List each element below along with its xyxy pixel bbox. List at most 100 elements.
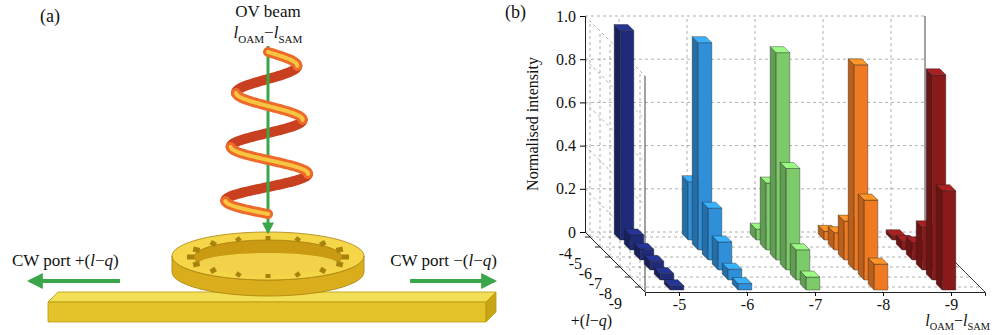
tick-mark <box>625 277 630 278</box>
tick: 0.8 <box>556 51 585 68</box>
frame-edge <box>925 16 926 232</box>
ring-teeth <box>187 236 349 278</box>
bar-side <box>916 221 922 270</box>
bar-top <box>770 47 790 53</box>
beam-mode: lOAM−lSAM <box>234 23 303 45</box>
depth-axis: -5-6-7-8-9 <box>646 292 986 313</box>
tick: -8 <box>877 292 890 313</box>
bar-top <box>644 255 664 261</box>
bar-front <box>806 277 820 290</box>
helix-front <box>231 147 308 174</box>
bar-top <box>654 268 674 274</box>
text-part: +( <box>571 312 585 330</box>
helix-front <box>225 201 268 214</box>
bar-top <box>886 230 906 236</box>
bar-top <box>702 202 722 208</box>
waveguide-front <box>48 302 486 322</box>
grid <box>585 16 980 292</box>
tick-mark <box>595 247 600 248</box>
text-part: ) <box>607 312 612 330</box>
text-part: − <box>954 312 963 329</box>
bar-top <box>722 263 742 269</box>
bar-side <box>848 59 854 270</box>
ring-tooth <box>336 249 342 251</box>
tick-label: 0.6 <box>556 94 576 111</box>
text-part: CW port +( <box>12 251 91 270</box>
tick-mark <box>635 287 640 288</box>
tick-label: 0.8 <box>556 51 576 68</box>
ring-tooth <box>342 255 349 260</box>
tick-mark <box>580 146 585 147</box>
bar-front <box>620 30 634 240</box>
bar <box>664 280 684 290</box>
bar-top <box>732 278 752 284</box>
helix-front-core <box>225 201 268 214</box>
text-part: SAM <box>967 321 990 332</box>
helix <box>225 52 308 214</box>
helix-front-core <box>236 93 303 120</box>
bar-top <box>780 162 800 168</box>
port-arrow <box>30 279 120 283</box>
bar-front <box>670 286 684 290</box>
axis-line <box>580 17 586 233</box>
ring-tooth <box>320 242 325 245</box>
port-arrow <box>410 279 494 283</box>
ring-tooth <box>296 238 299 242</box>
bar-top <box>848 59 868 65</box>
bar-top <box>926 69 946 75</box>
tick-mark <box>580 189 585 190</box>
text-part: − <box>473 251 483 270</box>
bar-side <box>692 37 698 250</box>
bar-side <box>858 194 864 280</box>
bar <box>868 258 888 290</box>
tick: -9 <box>945 292 958 313</box>
grid-line <box>891 16 892 232</box>
ring-tooth <box>296 273 299 277</box>
axis-title: Normalised intensity <box>524 57 542 191</box>
bar-top <box>664 280 684 286</box>
helix-front <box>236 93 303 120</box>
axis-title: lOAM−lSAM <box>925 312 990 332</box>
tick-label: 0.4 <box>556 137 576 154</box>
grid-line <box>610 41 611 257</box>
bar-front <box>660 274 674 280</box>
bar-top <box>868 258 888 264</box>
bar-top <box>712 236 732 242</box>
tick-mark <box>580 59 585 60</box>
x-axis: -4-5-6-7-8-9 <box>559 232 645 312</box>
bar-top <box>624 229 644 235</box>
helix-front-core <box>268 52 297 66</box>
bar <box>936 185 956 290</box>
tick-label: -9 <box>945 296 958 313</box>
grid-line <box>600 31 601 247</box>
panel-letter: (b) <box>505 2 526 23</box>
bars <box>614 24 956 290</box>
bar <box>614 24 634 240</box>
ring-hole <box>194 240 342 274</box>
text-part: − <box>95 251 105 270</box>
tick: 0 <box>568 224 585 241</box>
helix-front-core <box>231 147 308 174</box>
bar-side <box>838 215 844 260</box>
tick: 0.2 <box>556 180 585 197</box>
beam-arrow <box>267 46 270 232</box>
ring-floor <box>198 253 338 275</box>
panel-a: (a)OV beamlOAM−lSAMCW port +(l−q)CW port… <box>12 2 497 322</box>
grid-line <box>585 102 925 103</box>
text-part: q <box>599 312 607 330</box>
bar-side <box>936 185 942 290</box>
bar <box>732 278 752 290</box>
bar-side <box>760 177 766 250</box>
text-part: CW port −( <box>390 251 469 270</box>
tick: 0.4 <box>556 137 585 154</box>
tick-label: 1.0 <box>556 8 576 25</box>
ring-tooth <box>336 264 342 266</box>
grid-line <box>585 232 645 292</box>
bar-top <box>634 243 654 249</box>
bar-side <box>926 69 932 280</box>
tick: -7 <box>809 292 822 313</box>
tick: -6 <box>741 292 754 313</box>
grid-line <box>755 16 756 232</box>
ring-tooth <box>237 238 240 242</box>
port-label: CW port −(l−q) <box>390 251 497 270</box>
